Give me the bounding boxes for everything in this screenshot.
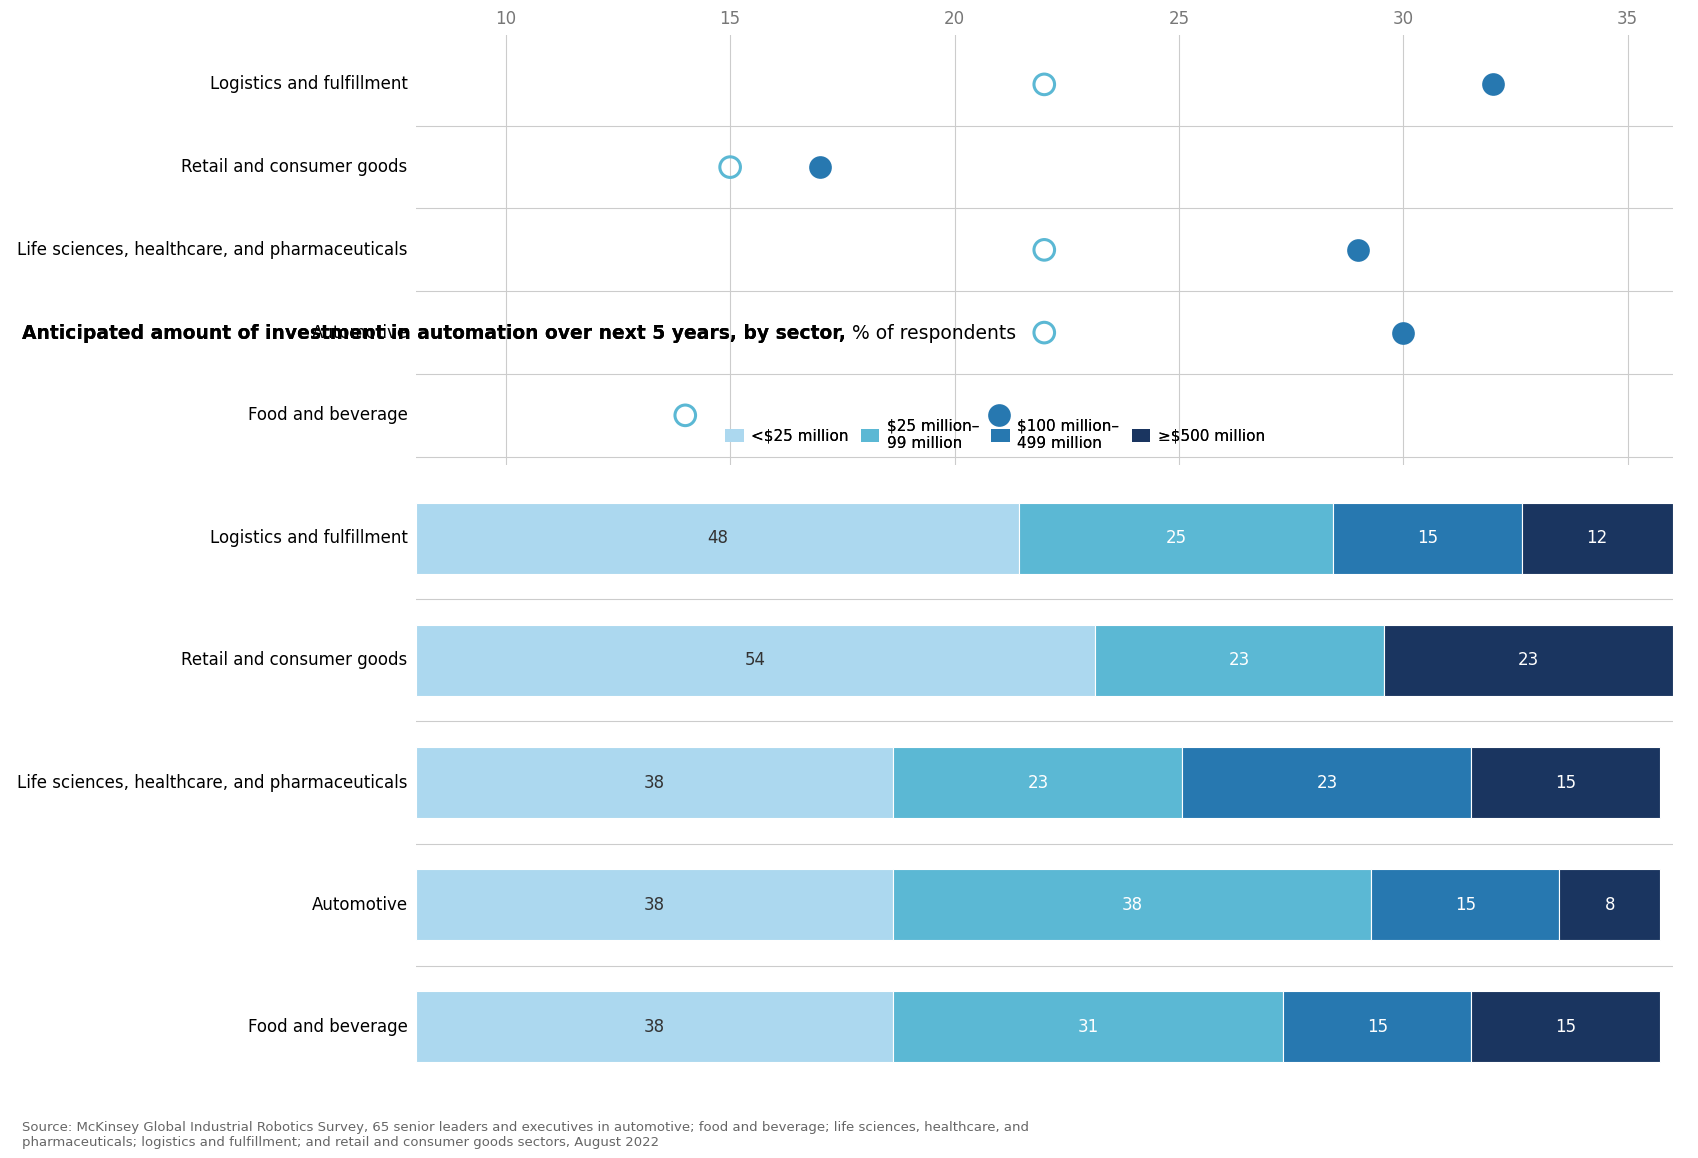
Bar: [893, 747, 1182, 818]
Text: 23: 23: [1027, 774, 1049, 792]
Text: 48: 48: [706, 529, 728, 548]
Bar: [1472, 991, 1661, 1062]
Bar: [1472, 747, 1661, 818]
Text: 38: 38: [644, 895, 666, 914]
Point: [717, 157, 744, 176]
Bar: [1284, 991, 1472, 1062]
Bar: [1182, 747, 1472, 818]
Bar: [893, 870, 1370, 940]
Point: [1345, 241, 1372, 259]
Bar: [416, 747, 893, 818]
Bar: [1521, 503, 1673, 573]
Text: 15: 15: [1416, 529, 1438, 548]
Text: Life sciences, healthcare, and pharmaceuticals: Life sciences, healthcare, and pharmaceu…: [17, 241, 408, 259]
Bar: [1333, 503, 1521, 573]
Text: 15: 15: [1555, 1018, 1576, 1035]
Text: 23: 23: [1228, 652, 1250, 669]
Bar: [416, 503, 1019, 573]
Point: [1479, 75, 1506, 94]
Bar: [416, 991, 893, 1062]
Text: 12: 12: [1586, 529, 1608, 548]
Text: Anticipated amount of investment in automation over next 5 years, by sector,: Anticipated amount of investment in auto…: [22, 324, 846, 344]
Bar: [1019, 503, 1333, 573]
Bar: [1095, 625, 1384, 696]
Legend: <$25 million, $25 million–
99 million, $100 million–
499 million, ≥$500 million: <$25 million, $25 million– 99 million, $…: [725, 418, 1265, 450]
Point: [987, 406, 1014, 425]
Point: [1031, 75, 1058, 94]
Text: Anticipated amount of investment in automation over next 5 years, by sector,: Anticipated amount of investment in auto…: [22, 324, 846, 344]
Text: 15: 15: [1455, 895, 1476, 914]
Text: Food and beverage: Food and beverage: [248, 406, 408, 424]
Text: 31: 31: [1078, 1018, 1099, 1035]
Point: [1031, 323, 1058, 342]
Text: 25: 25: [1165, 529, 1187, 548]
Text: 38: 38: [644, 1018, 666, 1035]
Bar: [416, 870, 893, 940]
Point: [672, 406, 700, 425]
Text: 38: 38: [644, 774, 666, 792]
Point: [1389, 323, 1416, 342]
Text: % of respondents: % of respondents: [846, 324, 1015, 344]
Point: [1031, 241, 1058, 259]
Text: 15: 15: [1367, 1018, 1387, 1035]
Bar: [893, 991, 1284, 1062]
Text: Logistics and fulfillment: Logistics and fulfillment: [209, 529, 408, 548]
Text: 23: 23: [1518, 652, 1538, 669]
Text: Food and beverage: Food and beverage: [248, 1018, 408, 1035]
Text: Retail and consumer goods: Retail and consumer goods: [182, 159, 408, 176]
Text: 38: 38: [1122, 895, 1143, 914]
Text: Source: McKinsey Global Industrial Robotics Survey, 65 senior leaders and execut: Source: McKinsey Global Industrial Robot…: [22, 1121, 1029, 1149]
Text: Life sciences, healthcare, and pharmaceuticals: Life sciences, healthcare, and pharmaceu…: [17, 774, 408, 792]
Text: Automotive: Automotive: [311, 323, 408, 342]
Text: 54: 54: [745, 652, 766, 669]
Text: Retail and consumer goods: Retail and consumer goods: [182, 652, 408, 669]
Text: Logistics and fulfillment: Logistics and fulfillment: [209, 75, 408, 94]
Bar: [1559, 870, 1661, 940]
Text: 23: 23: [1316, 774, 1338, 792]
Text: 15: 15: [1555, 774, 1576, 792]
Text: Automotive: Automotive: [311, 895, 408, 914]
Point: [807, 157, 834, 176]
Bar: [1370, 870, 1559, 940]
Bar: [1384, 625, 1673, 696]
Bar: [416, 625, 1095, 696]
Text: 8: 8: [1605, 895, 1615, 914]
